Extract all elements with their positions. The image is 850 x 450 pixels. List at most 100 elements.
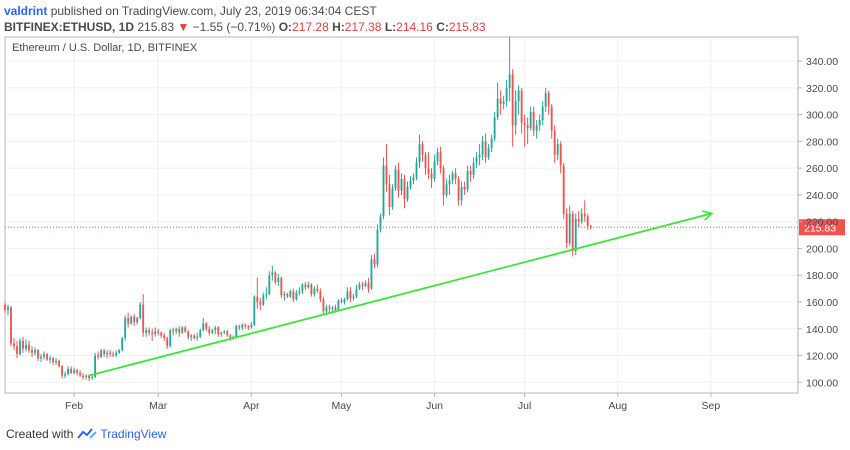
candle-body (553, 130, 556, 155)
candle-body (142, 304, 145, 333)
candle-body (487, 148, 490, 158)
y-tick-label: 100.00 (806, 377, 838, 389)
candle-body (562, 165, 565, 214)
candle-body (511, 74, 514, 126)
candle (10, 306, 12, 347)
candle-body (433, 161, 436, 179)
candle-body (358, 284, 361, 289)
candle (361, 281, 364, 290)
candle-body (382, 165, 385, 217)
candle (520, 87, 523, 134)
x-tick-label: Jul (518, 400, 531, 412)
price-axis[interactable]: 100.00 120.00 140.00 160.00 180.00 200.00 220.… (798, 56, 838, 389)
candle-body (427, 168, 430, 174)
candle-body (109, 352, 112, 355)
candle (451, 170, 454, 185)
candle-body (508, 74, 511, 88)
candle-body (226, 331, 229, 336)
candle (475, 152, 478, 169)
candle (58, 359, 60, 368)
author-link[interactable]: valdrint (4, 4, 48, 18)
candle (121, 336, 124, 352)
candle (25, 339, 27, 352)
grid-lines (5, 37, 798, 393)
time-axis[interactable]: Feb Mar Apr May Jun Jul Aug Sep (65, 393, 720, 412)
candle (268, 271, 271, 296)
candle-body (265, 293, 268, 296)
candle-body (58, 360, 60, 367)
candle (163, 332, 166, 341)
candle-body (244, 324, 247, 327)
candle (466, 165, 469, 193)
candle (118, 348, 121, 355)
candle-body (157, 331, 160, 333)
candle-body (442, 168, 445, 195)
overlays-group: 215.83 (5, 214, 845, 377)
candle-body (67, 368, 70, 375)
candle-body (70, 368, 73, 373)
candle (358, 281, 361, 290)
candle (400, 173, 403, 195)
candle-body (16, 346, 18, 355)
candle-body (292, 291, 295, 300)
candle-body (343, 299, 346, 302)
candle-body (376, 229, 379, 265)
candle-body (151, 332, 154, 335)
candle (430, 168, 433, 189)
candle-body (22, 340, 24, 349)
candle (157, 328, 160, 336)
candle (412, 173, 415, 185)
candle-body (163, 335, 166, 339)
candle (79, 370, 82, 377)
candle (550, 103, 553, 139)
candle (103, 348, 106, 357)
candle-body (574, 219, 577, 252)
candle-body (310, 284, 313, 294)
candle (259, 297, 262, 311)
candle (97, 351, 100, 360)
candle (436, 148, 439, 166)
candle-body (160, 332, 163, 336)
tradingview-logo[interactable]: TradingView (77, 427, 166, 441)
candle (292, 288, 295, 302)
high-value: 217.38 (344, 20, 382, 34)
candle-body (88, 375, 91, 379)
candle (205, 322, 208, 332)
candle-body (418, 144, 421, 163)
candle (388, 174, 391, 215)
candle (223, 330, 226, 335)
candle-body (379, 216, 382, 230)
candle (394, 165, 397, 191)
candle (64, 371, 67, 379)
candle (460, 181, 463, 206)
candle (583, 200, 586, 222)
candle-body (340, 300, 343, 302)
candle (379, 213, 382, 233)
candle (151, 328, 154, 341)
candle (13, 338, 15, 351)
candle-body (241, 324, 244, 328)
candle (331, 306, 334, 312)
x-tick-label: Feb (65, 400, 83, 412)
candle (127, 312, 130, 328)
candle-body (526, 125, 529, 129)
candle (76, 368, 79, 376)
candle (271, 265, 274, 281)
candle-body (331, 307, 334, 309)
candle (505, 79, 508, 107)
y-tick-label: 160.00 (806, 297, 838, 309)
y-tick-label: 280.00 (806, 136, 838, 148)
candle (301, 283, 304, 294)
candle (280, 276, 283, 298)
candle (478, 144, 481, 166)
candle (514, 90, 517, 135)
candle-body (277, 277, 280, 282)
candle (577, 210, 580, 228)
candle-body (544, 93, 547, 107)
candle (298, 287, 301, 296)
candle (541, 101, 544, 126)
candle-body (373, 259, 376, 265)
candle-body (472, 162, 475, 175)
candle (547, 90, 550, 115)
